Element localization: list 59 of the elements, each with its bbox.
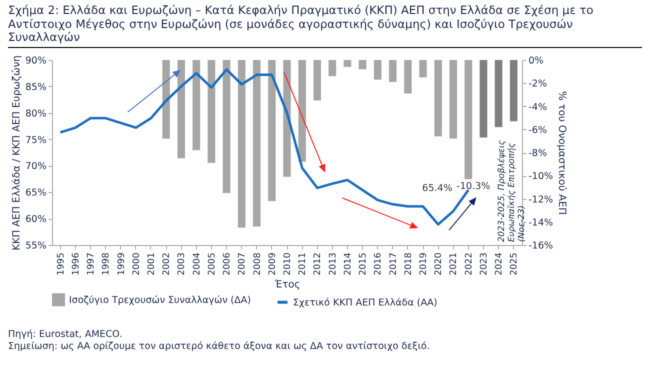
x-tick-label: 2002 (162, 252, 172, 275)
x-tick-label: 1997 (86, 252, 97, 275)
legend-label: Σχετικό ΚΚΠ ΑΕΠ Ελλάδα (ΑΑ) (293, 296, 438, 308)
y2-tick-label: -12% (528, 194, 554, 205)
y-axis-title: ΚΚΠ ΑΕΠ Ελλάδα / ΚΚΠ ΑΕΠ Ευρωζώνη (11, 54, 22, 250)
x-tick-label: 1996 (71, 252, 82, 275)
x-tick-label: 1999 (116, 252, 127, 275)
y2-tick-label: -16% (528, 240, 554, 251)
y2-axis-title: % του Ονομαστικού ΑΕΠ (556, 90, 568, 214)
y2-tick-label: -2% (528, 78, 547, 90)
x-tick-label: 1998 (102, 252, 112, 275)
chart-title: Σχήμα 2: Ελλάδα και Ευρωζώνη – Κατά Κεφαλήν Πραγματικό (ΚΚΠ) ΑΕΠ στην Ελλάδα σε Σχέση με το Αντίστοιχο Μέγεθος στην Ευρωζώνη (σε μονάδες αγοραστικής δύναμης) και Ισοζύγιο Τρεχουσών Συναλλαγών (8, 3, 642, 48)
y-tick-label: 65% (25, 187, 46, 198)
x-tick-label: 2006 (222, 252, 233, 275)
x-tick-label: 2024 (494, 252, 505, 275)
x-tick-label: 2007 (238, 252, 248, 275)
y2-tick-label: -10% (528, 170, 554, 182)
text: Σημείωση: ως ΑΑ ορίζουμε τον αριστερό κάθετο άξονα και ως ΔΑ τον αντίστοιχο δεξιό. (8, 340, 431, 352)
text: Πηγή: Eurostat, AMECO. (8, 328, 124, 340)
x-tick-label: 2015 (358, 252, 369, 275)
x-tick-label: 2018 (404, 252, 414, 275)
x-tick-label: 2013 (328, 252, 338, 275)
y2-tick-label: -6% (528, 124, 547, 136)
x-tick-label: 2008 (252, 252, 263, 275)
y-tick-label: 80% (25, 108, 46, 119)
x-tick-label: 2000 (132, 252, 142, 275)
x-tick-label: 2003 (177, 252, 188, 275)
x-tick-label: 2009 (268, 252, 278, 275)
x-tick-label: 2016 (374, 252, 384, 275)
data-label: -10.3% (456, 180, 490, 192)
x-tick-label: 1995 (56, 252, 66, 275)
x-tick-label: 2012 (313, 252, 324, 275)
y2-tick-label: 0% (528, 55, 544, 66)
y2-tick-label: -8% (528, 148, 547, 158)
x-tick-label: 2022 (464, 252, 474, 275)
y-tick-label: 60% (25, 214, 46, 225)
x-tick-label: 2001 (146, 252, 157, 275)
x-tick-label: 2023 (479, 252, 490, 275)
y-tick-label: 85% (25, 81, 46, 92)
y-tick-label: 90% (25, 55, 46, 66)
y-tick-label: 75% (25, 134, 46, 146)
data-label: 65.4% (422, 182, 452, 194)
x-tick-label: 2017 (388, 252, 399, 275)
legend-label: Ισοζύγιο Τρεχουσών Συναλλαγών (ΔΑ) (69, 294, 251, 306)
x-tick-label: 2025 (510, 252, 520, 275)
x-tick-label: 2020 (434, 252, 444, 275)
y2-tick-label: -4% (528, 101, 547, 112)
x-tick-label: 2010 (283, 252, 293, 275)
x-tick-label: 2004 (192, 252, 202, 275)
y2-tick-label: -14% (528, 216, 554, 228)
y-tick-label: 55% (25, 240, 46, 251)
annotation: 2023-2025, Προβλέψεις Ευρωπαϊκής Επιτροπής (Νοε-23) (497, 140, 527, 242)
x-tick-label: 2019 (419, 252, 430, 275)
x-axis-title: Έτος (274, 278, 300, 290)
x-tick-label: 2011 (298, 252, 308, 275)
x-tick-label: 2014 (343, 252, 354, 275)
x-tick-label: 2021 (449, 252, 460, 275)
x-tick-label: 2005 (207, 252, 218, 275)
y-tick-label: 70% (25, 160, 46, 172)
